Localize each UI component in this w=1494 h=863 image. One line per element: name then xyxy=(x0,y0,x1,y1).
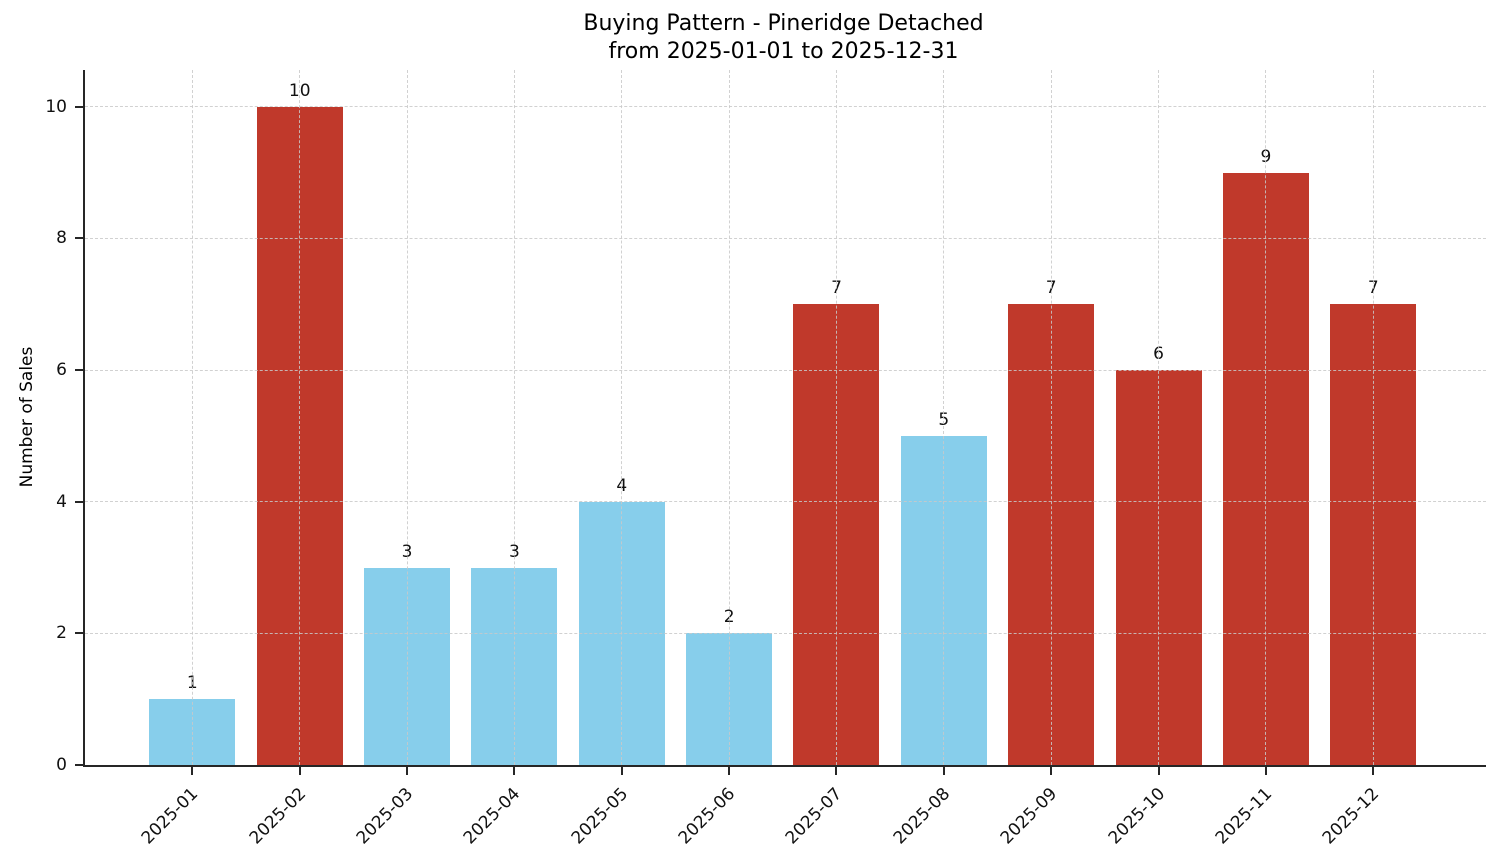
chart-title: Buying Pattern - Pineridge Detached from… xyxy=(83,10,1484,66)
x-tick xyxy=(1050,765,1053,775)
y-tick-label: 10 xyxy=(45,96,67,117)
x-tick xyxy=(406,765,409,775)
y-tick xyxy=(75,764,83,766)
chart-title-line2: from 2025-01-01 to 2025-12-31 xyxy=(608,39,959,64)
x-tick xyxy=(191,765,194,775)
x-tick xyxy=(620,765,623,775)
x-gridline xyxy=(513,70,515,765)
x-gridline xyxy=(406,70,408,765)
x-tick xyxy=(513,765,516,775)
y-gridline xyxy=(85,632,1486,634)
y-tick xyxy=(75,500,83,503)
y-gridline xyxy=(85,237,1486,239)
x-gridline xyxy=(1158,70,1160,765)
x-gridline xyxy=(191,70,193,765)
x-tick xyxy=(728,765,731,775)
y-gridline xyxy=(85,106,1486,108)
x-tick-label: 2025-09 xyxy=(996,784,1062,849)
x-tick-label: 2025-04 xyxy=(460,784,525,849)
y-tick-label: 0 xyxy=(56,755,67,775)
x-tick xyxy=(1157,765,1160,775)
x-tick-label: 2025-03 xyxy=(352,784,418,849)
x-gridline xyxy=(299,70,301,765)
plot-area: 1 10 3 3 4 2 7 5 7 6 9 7 0 2 4 6 8 10 2025-01 2025-02 2025-0… xyxy=(45,70,1486,848)
x-tick-label: 2025-02 xyxy=(245,784,310,849)
y-tick xyxy=(75,237,83,240)
x-tick xyxy=(835,765,838,775)
x-gridline xyxy=(728,70,730,765)
x-gridline xyxy=(943,70,945,765)
x-tick-label: 2025-10 xyxy=(1104,784,1169,849)
y-tick xyxy=(75,632,83,635)
x-tick-label: 2025-08 xyxy=(889,784,955,849)
y-tick xyxy=(75,105,83,108)
y-gridline xyxy=(85,369,1486,371)
x-tick xyxy=(1372,765,1375,775)
x-gridline xyxy=(621,70,623,765)
y-gridline xyxy=(85,501,1486,503)
x-tick-label: 2025-06 xyxy=(674,784,740,849)
x-tick-label: 2025-01 xyxy=(138,784,203,849)
x-gridline xyxy=(1265,70,1267,765)
x-tick-label: 2025-12 xyxy=(1319,784,1384,849)
y-tick xyxy=(75,369,83,372)
x-tick-label: 2025-11 xyxy=(1211,784,1277,849)
y-tick-label: 6 xyxy=(56,360,67,381)
y-tick-label: 2 xyxy=(56,623,67,644)
x-tick-label: 2025-05 xyxy=(567,784,632,849)
x-tick-label: 2025-07 xyxy=(782,784,847,849)
x-gridline xyxy=(835,70,837,765)
y-tick-label: 4 xyxy=(56,491,67,512)
x-tick xyxy=(942,765,945,775)
chart-title-line1: Buying Pattern - Pineridge Detached xyxy=(583,11,984,36)
x-gridline xyxy=(1372,70,1374,765)
x-gridline xyxy=(1050,70,1052,765)
x-tick xyxy=(1264,765,1267,775)
x-tick xyxy=(298,765,301,775)
y-tick-label: 8 xyxy=(56,228,67,249)
